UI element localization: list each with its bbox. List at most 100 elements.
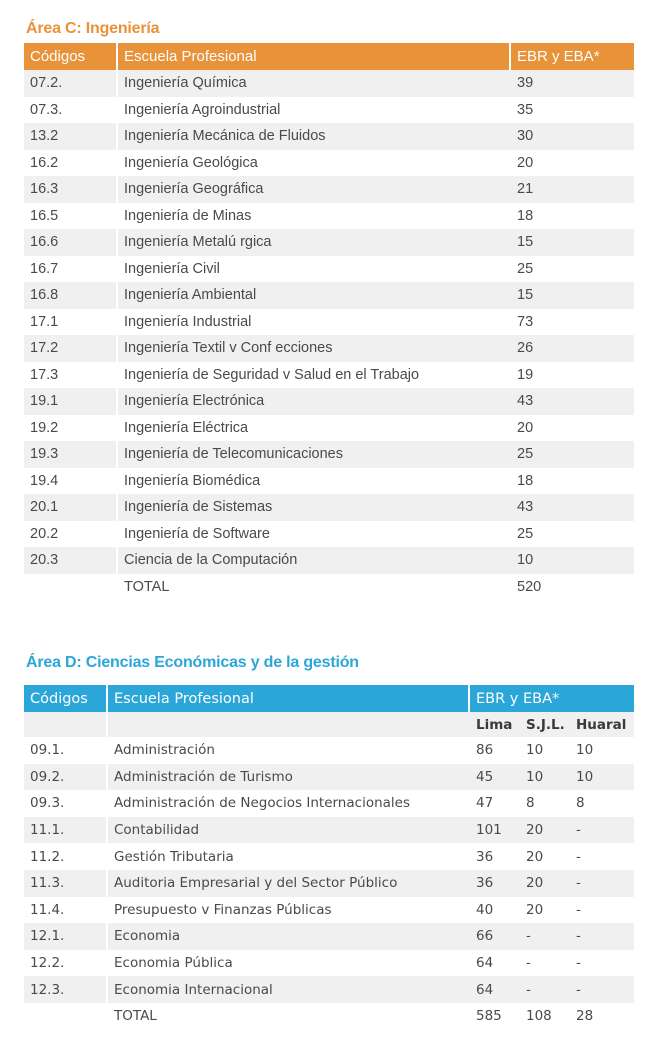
- table-row: 12.2. Economia Pública 64- -: [24, 949, 634, 977]
- cell-code: 16.6: [24, 229, 118, 256]
- cell-code: 20.3: [24, 547, 118, 574]
- cell-sjl: 20: [520, 896, 570, 924]
- table-row: 16.2 Ingeniería Geológica 20: [24, 149, 634, 176]
- cell-school: Ingeniería de Software: [118, 520, 511, 547]
- cell-quota: 20: [511, 149, 634, 176]
- cell-code: 20.1: [24, 494, 118, 521]
- total-quota: 520: [511, 573, 634, 600]
- cell-quota: 15: [511, 229, 634, 256]
- cell-code: 07.2.: [24, 70, 118, 97]
- cell-school: Auditoria Empresarial y del Sector Públi…: [108, 869, 470, 897]
- total-lima: 585: [470, 1002, 520, 1030]
- cell-school: Administración de Turismo: [108, 763, 470, 791]
- area-d-title: Área D: Ciencias Económicas y de la gest…: [26, 654, 359, 671]
- cell-lima: 40: [470, 896, 520, 924]
- cell-code: 16.7: [24, 255, 118, 282]
- table-row: 20.2 Ingeniería de Software 25: [24, 520, 634, 547]
- cell-lima: 86: [470, 737, 520, 764]
- cell-lima: 36: [470, 869, 520, 897]
- cell-school: Economia Internacional: [108, 976, 470, 1003]
- cell-school: Economia: [108, 923, 470, 950]
- table-subheader-row: Lima S.J.L. Huaral: [24, 712, 634, 737]
- header-quota: EBR y EBA*: [470, 685, 634, 712]
- cell-quota: 18: [511, 467, 634, 494]
- table-row: 19.2 Ingeniería Eléctrica 20: [24, 414, 634, 441]
- cell-code: 13.2: [24, 123, 118, 150]
- cell-lima: 64: [470, 976, 520, 1003]
- total-label: TOTAL: [108, 1002, 470, 1030]
- table-row: 16.8 Ingeniería Ambiental 15: [24, 282, 634, 309]
- cell-school: Ingeniería Geográfica: [118, 176, 511, 203]
- cell-school: Ingeniería Civil: [118, 255, 511, 282]
- cell-code: 12.3.: [24, 976, 108, 1003]
- cell-quota: 39: [511, 70, 634, 97]
- table-row: 16.6 Ingeniería Metalú rgica 15: [24, 229, 634, 256]
- header-codes: Códigos: [24, 43, 118, 70]
- cell-code: 12.1.: [24, 923, 108, 950]
- cell-school: Ingeniería Mecánica de Fluidos: [118, 123, 511, 150]
- table-row: 17.1 Ingeniería Industrial 73: [24, 308, 634, 335]
- cell-quota: 15: [511, 282, 634, 309]
- cell-code: 19.2: [24, 414, 118, 441]
- cell-huaral: 8: [570, 790, 634, 817]
- table-row: 16.7 Ingeniería Civil 25: [24, 255, 634, 282]
- cell-quota: 25: [511, 441, 634, 468]
- cell-code: 09.2.: [24, 763, 108, 791]
- table-row: 09.1. Administración 86 10 10: [24, 737, 634, 764]
- total-row: TOTAL 585 108 28: [24, 1002, 634, 1030]
- subheader-empty-school: [108, 712, 470, 737]
- table-header-row: Códigos Escuela Profesional EBR y EBA*: [24, 43, 634, 70]
- table-row: 12.1. Economia 66- -: [24, 923, 634, 950]
- cell-lima: 36: [470, 843, 520, 870]
- area-c-title: Área C: Ingeniería: [26, 20, 160, 37]
- cell-quota: 73: [511, 308, 634, 335]
- cell-huaral: -: [570, 816, 634, 844]
- cell-quota: 19: [511, 361, 634, 388]
- cell-lima: 66: [470, 923, 520, 950]
- total-label: TOTAL: [118, 573, 511, 600]
- subheader-lima: Lima: [470, 712, 520, 737]
- cell-sjl: 8: [520, 790, 570, 817]
- cell-code: 11.3.: [24, 869, 108, 897]
- cell-sjl: 10: [520, 737, 570, 764]
- table-row: 16.3 Ingeniería Geográfica 21: [24, 176, 634, 203]
- cell-code: 16.8: [24, 282, 118, 309]
- cell-code: 12.2.: [24, 949, 108, 977]
- cell-code: 07.3.: [24, 96, 118, 123]
- cell-school: Ingeniería Geológica: [118, 149, 511, 176]
- header-school: Escuela Profesional: [118, 43, 511, 70]
- table-row: 12.3. Economia Internacional 64- -: [24, 976, 634, 1003]
- cell-huaral: -: [570, 896, 634, 924]
- cell-school: Ingeniería Química: [118, 70, 511, 97]
- cell-huaral: 10: [570, 763, 634, 791]
- cell-school: Ingeniería de Minas: [118, 202, 511, 229]
- table-row: 20.3 Ciencia de la Computación 10: [24, 547, 634, 574]
- cell-huaral: 10: [570, 737, 634, 764]
- cell-sjl: -: [520, 976, 570, 1003]
- cell-sjl: -: [520, 923, 570, 950]
- table-row: 19.3 Ingeniería de Telecomunicaciones 25: [24, 441, 634, 468]
- cell-empty: [24, 1002, 108, 1030]
- cell-school: Ingeniería de Sistemas: [118, 494, 511, 521]
- table-row: 11.1. Contabilidad 101 20-: [24, 816, 634, 844]
- cell-code: 19.4: [24, 467, 118, 494]
- cell-quota: 21: [511, 176, 634, 203]
- cell-code: 17.2: [24, 335, 118, 362]
- cell-huaral: -: [570, 843, 634, 870]
- subheader-empty-code: [24, 712, 108, 737]
- cell-sjl: 20: [520, 816, 570, 844]
- cell-school: Ingeniería de Telecomunicaciones: [118, 441, 511, 468]
- cell-quota: 26: [511, 335, 634, 362]
- header-codes: Códigos: [24, 685, 108, 712]
- cell-quota: 43: [511, 388, 634, 415]
- cell-school: Administración de Negocios Internacional…: [108, 790, 470, 817]
- cell-sjl: 10: [520, 763, 570, 791]
- cell-sjl: 20: [520, 843, 570, 870]
- cell-huaral: -: [570, 923, 634, 950]
- table-row: 20.1 Ingeniería de Sistemas 43: [24, 494, 634, 521]
- cell-quota: 30: [511, 123, 634, 150]
- table-row: 17.3 Ingeniería de Seguridad v Salud en e…: [24, 361, 634, 388]
- table-row: 07.2. Ingeniería Química 39: [24, 70, 634, 97]
- table-row: 19.1 Ingeniería Electrónica 43: [24, 388, 634, 415]
- cell-lima: 101: [470, 816, 520, 844]
